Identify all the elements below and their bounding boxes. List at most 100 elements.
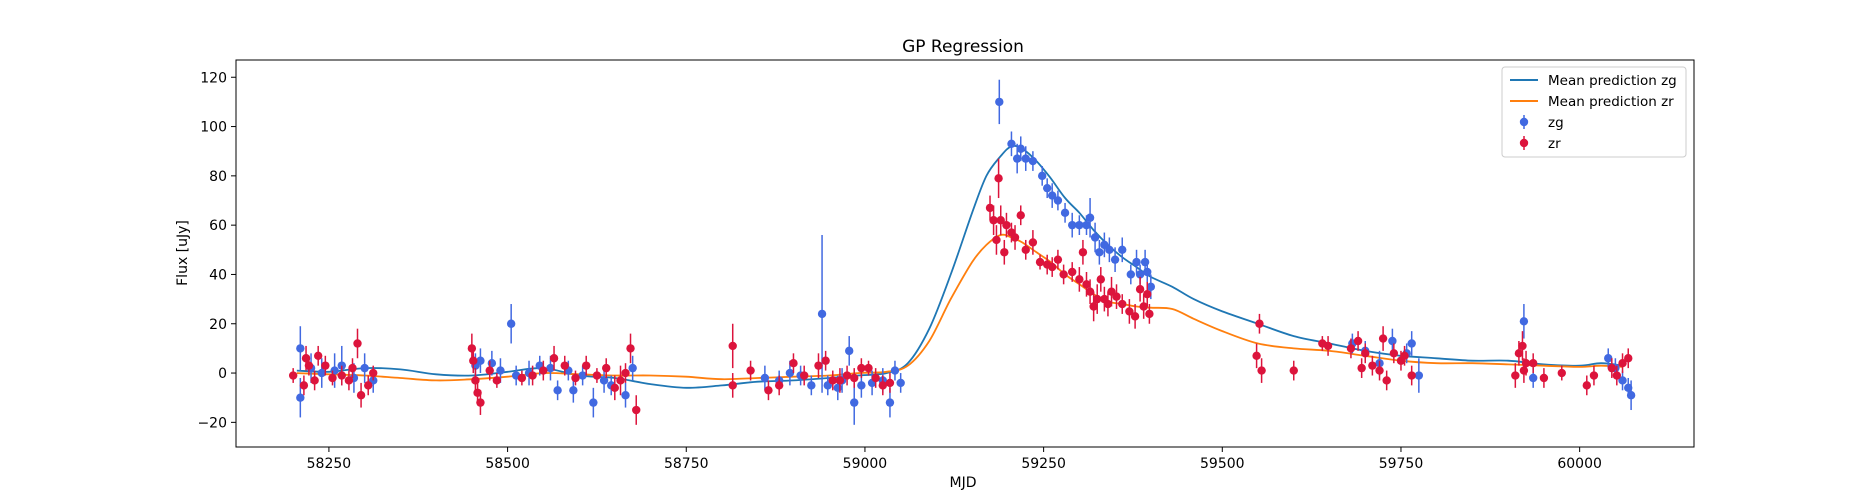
data-point-obs_zg (1135, 270, 1145, 279)
data-point-obs_zr (582, 361, 591, 370)
data-point-obs_zr (356, 391, 366, 400)
y-tick-label: 120 (200, 70, 227, 86)
data-point-obs_zr (1361, 349, 1370, 358)
data-point-obs_zr (1016, 211, 1025, 220)
data-point-obs_zr (632, 405, 641, 415)
data-point-obs_zr (1323, 341, 1333, 351)
data-point-obs_zr (1589, 371, 1599, 380)
data-point-obs_zr (814, 361, 823, 370)
data-point-obs_zg (1037, 171, 1047, 181)
data-point-obs_zr (1357, 363, 1366, 373)
data-point-obs_zr (842, 371, 852, 380)
data-point-obs_zg (1110, 255, 1120, 264)
data-point-obs_zg (1388, 336, 1397, 346)
data-point-obs_zr (1255, 319, 1264, 328)
data-point-obs_zr (992, 235, 1001, 245)
data-point-obs_zr (1093, 294, 1102, 304)
data-point-obs_zr (369, 368, 378, 378)
chart-title: GP Regression (902, 37, 1024, 57)
data-point-obs_zr (728, 381, 737, 390)
data-point-obs_zr (1075, 275, 1084, 284)
data-point-obs_zr (1145, 309, 1154, 319)
data-point-obs_zg (1105, 245, 1114, 255)
data-point-obs_zr (1047, 262, 1057, 272)
data-point-obs_zr (871, 373, 880, 383)
data-point-obs_zr (539, 366, 548, 375)
data-point-obs_zr (1518, 341, 1527, 351)
data-point-obs_zr (994, 174, 1003, 183)
data-point-obs_zr (1143, 289, 1152, 299)
data-point-obs_zr (1400, 351, 1409, 360)
data-point-obs_zr (1612, 371, 1622, 380)
data-point-obs_zr (850, 373, 859, 383)
data-point-obs_zg (578, 371, 587, 380)
data-point-obs_zr (571, 373, 580, 383)
data-point-obs_zr (728, 341, 737, 351)
data-point-obs_zr (746, 366, 755, 375)
data-point-obs_zr (560, 361, 569, 370)
data-point-obs_zr (299, 381, 309, 390)
data-point-obs_zg (1042, 183, 1052, 193)
legend-marker-obs_zg (1519, 117, 1529, 127)
data-point-obs_zr (1389, 349, 1399, 358)
data-point-obs_zg (1090, 233, 1100, 242)
legend-marker-obs_zr (1519, 138, 1529, 148)
x-axis-label: MJD (950, 475, 977, 491)
data-point-obs_zg (628, 363, 637, 373)
data-point-obs_zg (476, 356, 485, 365)
x-tick-label: 59000 (843, 456, 888, 472)
data-point-obs_zg (845, 346, 854, 356)
data-point-obs_zr (774, 381, 784, 390)
series-obs_zr (288, 158, 1633, 425)
data-point-obs_zr (835, 376, 845, 385)
data-point-obs_zg (1624, 383, 1633, 393)
data-point-obs_zg (506, 319, 516, 328)
data-point-obs_zr (1112, 292, 1121, 301)
data-point-obs_zg (1118, 245, 1127, 255)
data-point-obs_zr (878, 381, 888, 390)
x-tick-label: 58250 (307, 456, 352, 472)
data-point-obs_zr (313, 351, 323, 360)
data-point-obs_zr (610, 383, 619, 393)
data-point-obs_zr (348, 363, 357, 373)
data-point-obs_zg (817, 309, 827, 319)
data-point-obs_zg (995, 97, 1004, 107)
x-tick-label: 60000 (1557, 456, 1602, 472)
data-point-obs_zg (1132, 257, 1141, 267)
data-point-obs_zr (799, 371, 809, 380)
data-point-obs_zg (1007, 139, 1016, 149)
data-point-obs_zg (1618, 376, 1627, 385)
y-tick-label: 60 (209, 218, 227, 234)
data-point-obs_zr (789, 358, 798, 368)
data-point-obs_zg (296, 344, 305, 353)
data-point-obs_zg (1604, 354, 1613, 363)
data-point-obs_zr (1353, 336, 1363, 346)
data-point-obs_zr (1085, 287, 1095, 296)
data-point-obs_zg (317, 368, 326, 378)
data-point-obs_zg (621, 391, 630, 400)
data-point-obs_zr (1000, 248, 1009, 257)
data-point-obs_zr (1096, 275, 1105, 284)
data-point-obs_zr (1130, 312, 1140, 321)
data-point-obs_zr (1375, 366, 1384, 375)
data-point-obs_zr (1368, 361, 1377, 370)
data-point-obs_zg (896, 378, 905, 388)
data-point-obs_zr (1089, 302, 1098, 311)
data-point-obs_zr (310, 376, 319, 385)
data-point-obs_zr (1289, 366, 1298, 375)
data-point-obs_zg (1095, 248, 1104, 257)
data-point-obs_zr (626, 344, 635, 353)
data-point-obs_zr (1118, 299, 1127, 309)
data-point-obs_zr (1078, 248, 1088, 257)
data-point-obs_zg (1012, 154, 1022, 163)
data-point-obs_zr (885, 378, 895, 388)
data-point-obs_zr (1135, 285, 1145, 294)
data-point-obs_zg (496, 366, 505, 375)
data-point-obs_zg (833, 383, 842, 393)
x-tick-label: 58750 (664, 456, 709, 472)
data-point-obs_zr (1407, 371, 1416, 380)
data-point-obs_zr (304, 361, 314, 370)
data-point-obs_zg (599, 376, 609, 385)
data-point-obs_zr (485, 366, 494, 375)
data-point-obs_zr (1021, 245, 1030, 255)
